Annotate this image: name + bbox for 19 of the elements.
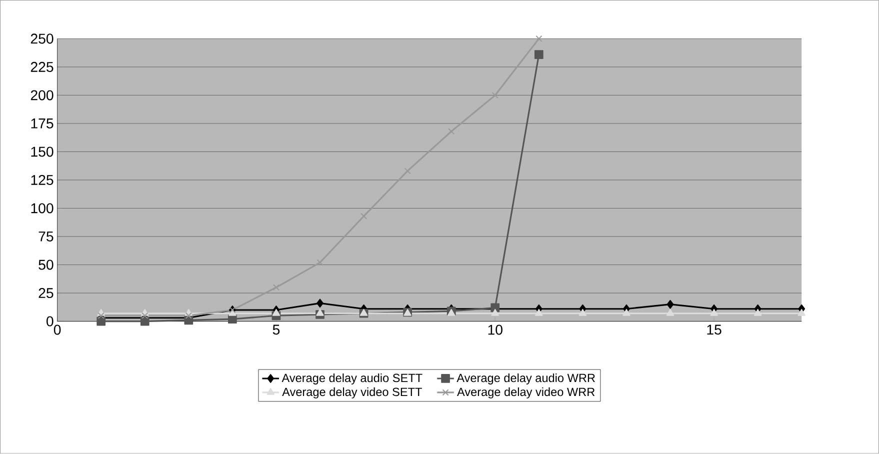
legend-label: Average delay audio SETT	[282, 374, 422, 385]
x-tick-label: 0	[54, 324, 61, 335]
y-tick-label: 50	[38, 260, 54, 270]
y-tick-label: 25	[38, 288, 54, 298]
x-tick-label: 10	[488, 324, 502, 335]
legend-label: Average delay video SETT	[282, 388, 422, 399]
x-tick-label: 5	[272, 324, 280, 335]
y-tick-label: 175	[31, 118, 54, 129]
x-tick-label: 15	[707, 324, 722, 335]
y-tick-label: 0	[46, 316, 54, 326]
legend-label: Average delay video WRR	[457, 388, 595, 399]
y-tick-label: 150	[31, 146, 54, 157]
y-tick-label: 200	[30, 90, 54, 100]
y-tick-label: 250	[30, 34, 54, 44]
y-tick-label: 100	[31, 203, 54, 214]
legend-label: Average delay audio WRR	[456, 374, 595, 385]
y-tick-label: 75	[38, 232, 54, 242]
y-tick-label: 225	[30, 62, 54, 72]
y-tick-label: 125	[31, 175, 54, 186]
